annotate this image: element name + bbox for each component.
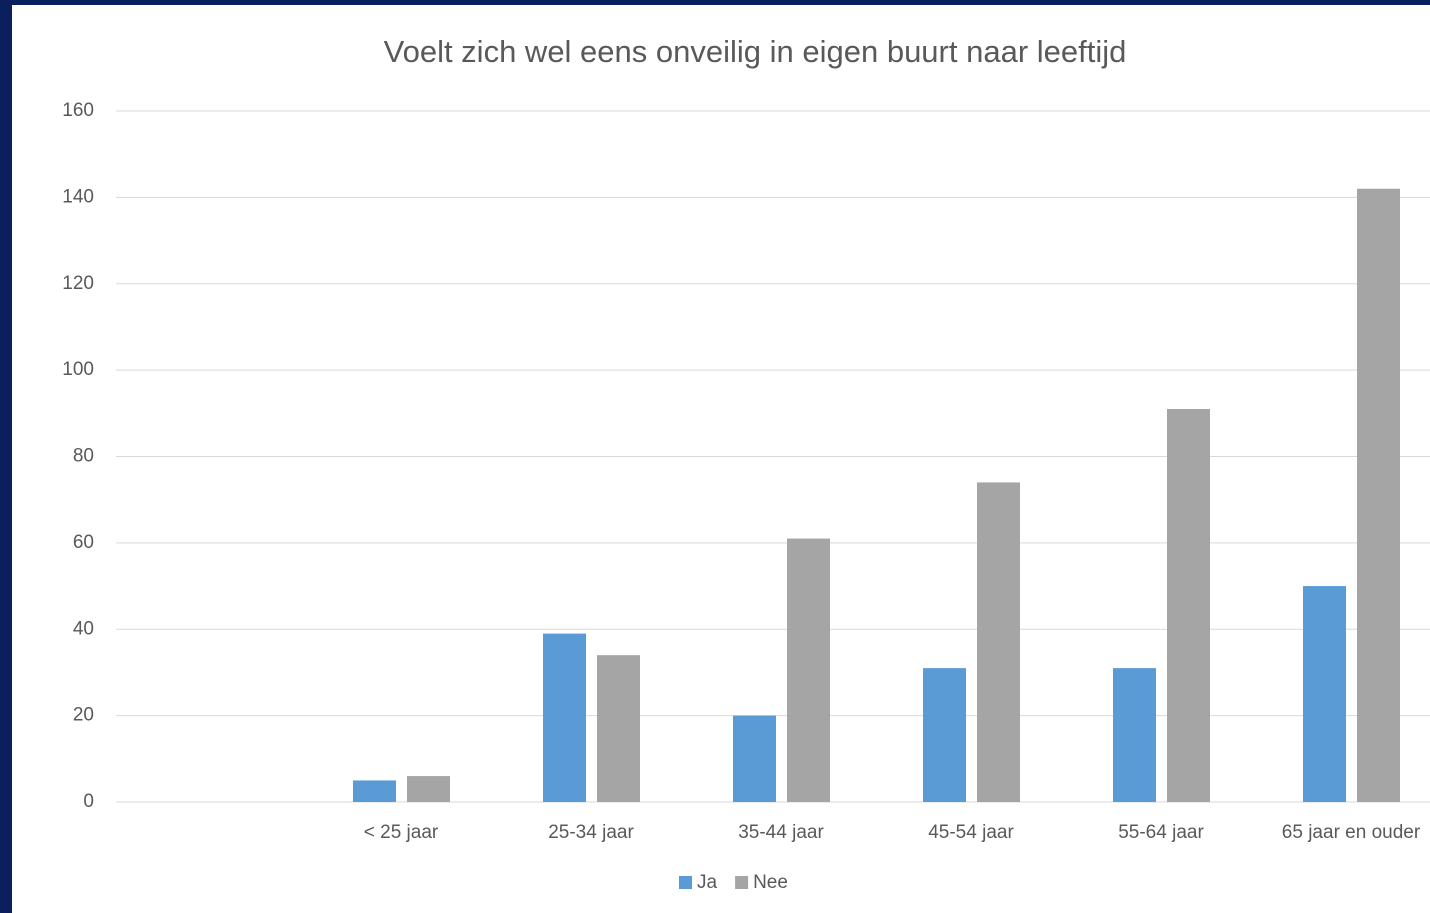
bar bbox=[977, 482, 1020, 802]
bar bbox=[787, 538, 830, 802]
y-tick-label: 160 bbox=[62, 100, 94, 121]
bar bbox=[543, 633, 586, 802]
bar bbox=[733, 715, 776, 802]
bar bbox=[1113, 668, 1156, 802]
bar bbox=[1167, 408, 1210, 802]
y-tick-label: 0 bbox=[83, 791, 94, 812]
x-tick-label: 35-44 jaar bbox=[738, 822, 824, 843]
x-tick-label: 25-34 jaar bbox=[548, 822, 634, 843]
y-tick-label: 80 bbox=[73, 446, 94, 467]
bar bbox=[1357, 188, 1400, 803]
bar bbox=[1303, 586, 1346, 802]
bar bbox=[923, 668, 966, 802]
legend-swatch bbox=[679, 876, 692, 889]
x-tick-label: 65 jaar en ouder bbox=[1282, 822, 1421, 843]
y-tick-label: 40 bbox=[73, 618, 94, 639]
legend-label: Ja bbox=[697, 872, 718, 893]
x-tick-label: 55-64 jaar bbox=[1118, 822, 1204, 843]
y-tick-label: 100 bbox=[62, 359, 94, 380]
x-tick-label: 45-54 jaar bbox=[928, 822, 1014, 843]
y-tick-label: 120 bbox=[62, 273, 94, 294]
legend-label: Nee bbox=[753, 872, 788, 893]
bar bbox=[597, 655, 640, 802]
bar bbox=[353, 780, 396, 802]
y-tick-label: 140 bbox=[62, 186, 94, 207]
bar bbox=[407, 776, 450, 802]
y-tick-label: 20 bbox=[73, 705, 94, 726]
legend-swatch bbox=[735, 876, 749, 889]
chart-background bbox=[12, 5, 1430, 913]
y-tick-label: 60 bbox=[73, 532, 94, 553]
x-tick-label: < 25 jaar bbox=[364, 822, 439, 843]
chart-title: Voelt zich wel eens onveilig in eigen bu… bbox=[384, 34, 1127, 69]
